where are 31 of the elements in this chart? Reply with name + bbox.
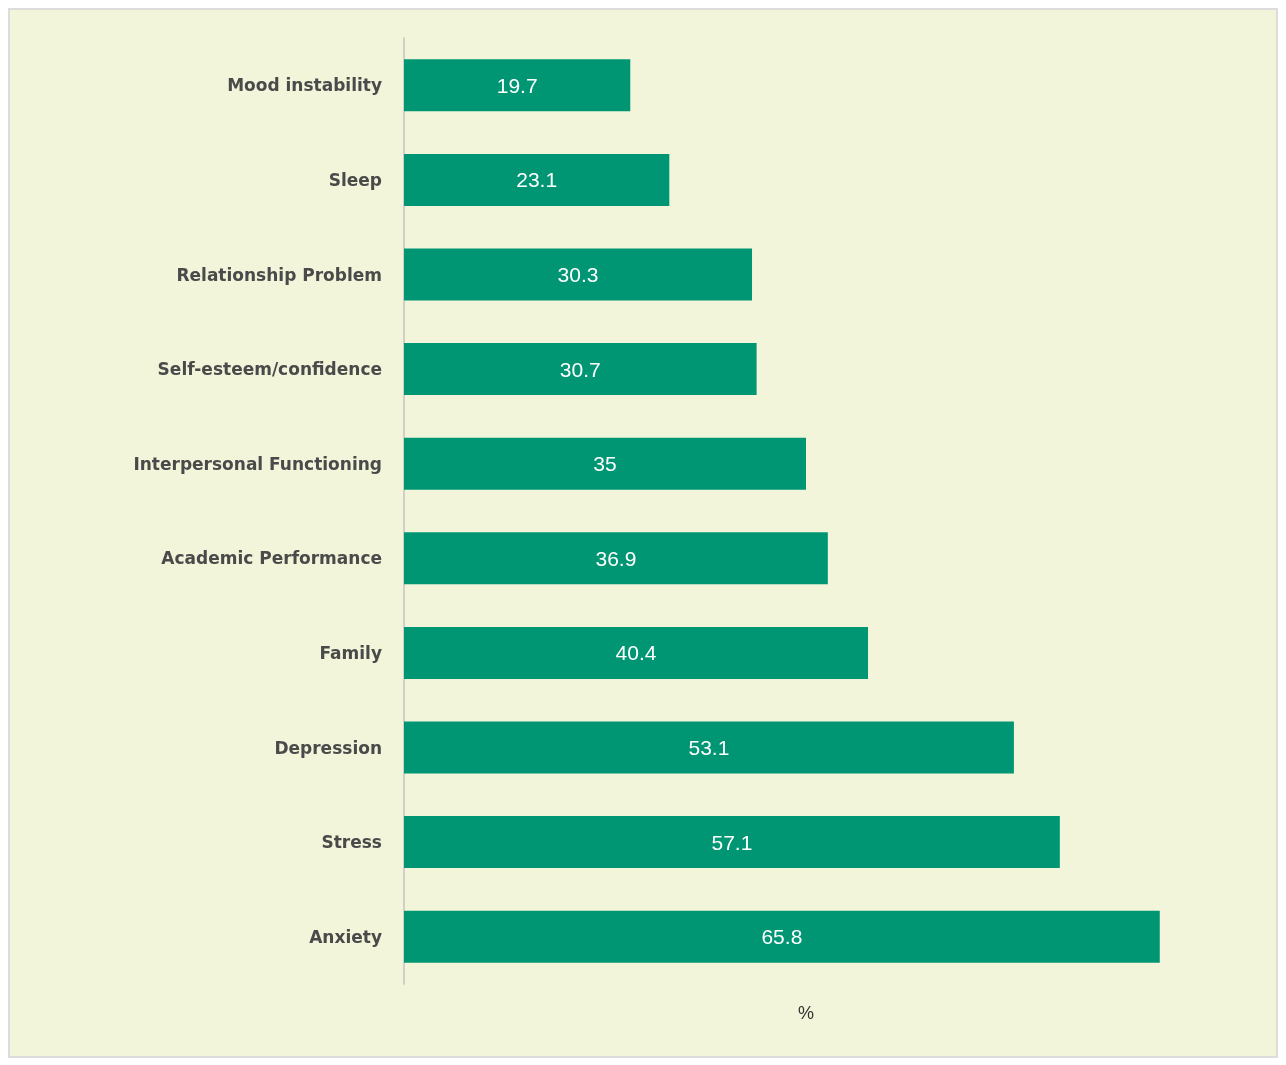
y-tick-label: Academic Performance <box>161 548 382 569</box>
bar <box>404 437 806 490</box>
x-axis-title: % <box>797 1003 815 1023</box>
data-label: 57.1 <box>711 830 753 854</box>
bar <box>404 816 1060 869</box>
y-tick-label: Self-esteem/confidence <box>157 359 382 380</box>
data-label: 53.1 <box>688 736 730 759</box>
y-tick-label: Mood instability <box>227 75 382 96</box>
bar <box>404 248 753 301</box>
bar <box>404 721 1014 774</box>
bar <box>404 626 869 679</box>
y-tick-label: Relationship Problem <box>176 264 382 285</box>
data-label: 40.4 <box>615 641 657 665</box>
y-tick-label: Depression <box>274 737 382 758</box>
bar <box>404 153 670 206</box>
bar <box>404 532 828 585</box>
data-label: 30.3 <box>557 263 599 286</box>
y-tick-label: Interpersonal Functioning <box>133 453 382 474</box>
data-label: 30.7 <box>559 357 601 381</box>
y-tick-label: Family <box>319 642 382 663</box>
bar <box>404 343 757 396</box>
data-label: 19.7 <box>496 73 538 97</box>
data-label: 36.9 <box>595 546 637 570</box>
bar <box>404 910 1160 963</box>
data-label: 65.8 <box>761 925 803 949</box>
data-label: 23.1 <box>516 168 558 192</box>
y-tick-label: Anxiety <box>309 926 382 947</box>
y-tick-label: Stress <box>321 832 382 853</box>
bar <box>404 59 631 112</box>
data-label: 35 <box>593 452 617 476</box>
y-tick-label: Sleep <box>328 169 382 190</box>
